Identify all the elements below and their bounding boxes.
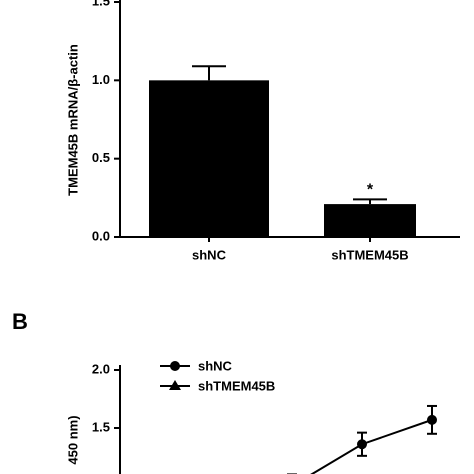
y-axis-label: 450 nm)	[65, 415, 80, 464]
y-tick-label: 0.5	[92, 150, 110, 165]
legend-label: shTMEM45B	[198, 378, 275, 393]
x-tick-label: shTMEM45B	[331, 247, 408, 262]
legend-marker	[169, 380, 181, 390]
bar	[324, 204, 416, 237]
y-tick-label: 1.5	[92, 419, 110, 434]
y-axis-label: TMEM45B mRNA/β-actin	[65, 44, 80, 196]
y-tick-label: 1.5	[92, 0, 110, 8]
legend-label: shNC	[198, 358, 233, 373]
bar	[149, 80, 269, 237]
y-tick-label: 1.0	[92, 72, 110, 87]
x-tick-label: shNC	[192, 247, 227, 262]
annotation: *	[367, 182, 374, 199]
y-tick-label: 2.0	[92, 361, 110, 376]
panel-label: B	[12, 309, 28, 334]
point	[357, 439, 367, 450]
point	[427, 414, 437, 425]
y-tick-label: 0.0	[92, 228, 110, 243]
legend-marker	[170, 361, 180, 371]
